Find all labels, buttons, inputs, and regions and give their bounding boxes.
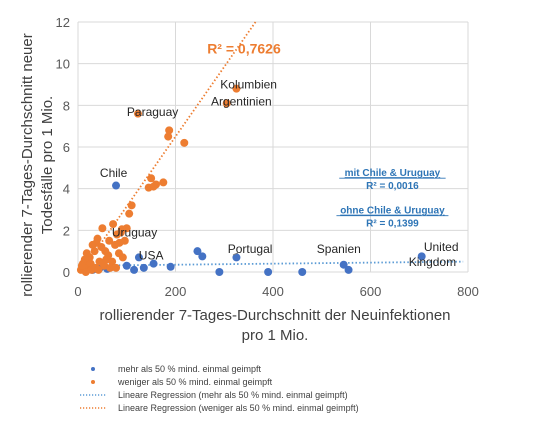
legend-label: Lineare Regression (mehr als 50 % mind. … (118, 390, 348, 400)
r2-blue-value: R² = 0,0016 (366, 181, 419, 192)
point-labels: Kolumbien Argentinien Paraguay Chile Uruguay… (100, 78, 459, 269)
point-orange (127, 201, 136, 210)
point-blue (344, 265, 353, 274)
point-blue (339, 260, 348, 269)
data-points (76, 84, 426, 276)
point-blue (139, 263, 148, 272)
point-blue (166, 262, 175, 271)
y-tick-label: 12 (56, 15, 70, 30)
point-orange (159, 178, 168, 187)
r2-blue-value: R² = 0,1399 (366, 219, 419, 230)
point-blue (232, 253, 241, 262)
point-orange (147, 174, 156, 183)
point-blue (198, 252, 207, 261)
point-blue (215, 268, 224, 276)
point-blue (417, 252, 426, 261)
y-tick-label: 4 (63, 182, 70, 197)
point-orange (109, 220, 118, 229)
legend: mehr als 50 % mind. einmal geimpft wenige… (80, 364, 359, 413)
r2-blue-heading: mit Chile & Uruguay (345, 168, 441, 179)
x-axis-title-line2: pro 1 Mio. (242, 327, 309, 344)
point-blue (130, 265, 139, 274)
point-orange (164, 132, 173, 141)
point-orange (105, 236, 114, 245)
point-orange (180, 138, 189, 147)
legend-label: mehr als 50 % mind. einmal geimpft (118, 364, 262, 374)
tick-labels: 0 2 4 6 8 10 12 0 200 400 600 800 (56, 15, 479, 299)
point-orange (82, 249, 91, 258)
legend-marker (91, 367, 95, 371)
point-label: Uruguay (112, 226, 157, 240)
legend-label: Lineare Regression (weniger als 50 % min… (118, 403, 359, 413)
point-orange (120, 236, 129, 245)
point-orange (133, 109, 142, 118)
label-connector (232, 252, 239, 256)
point-orange (232, 84, 241, 93)
axis-titles: rollierender 7-Tages-Durchschnitt der Ne… (19, 33, 451, 344)
point-label: Spanien (317, 242, 361, 256)
x-axis-title-line1: rollierender 7-Tages-Durchschnitt der Ne… (99, 307, 450, 324)
point-orange (165, 126, 174, 135)
point-label: United (424, 240, 459, 254)
point-orange (98, 224, 107, 233)
point-label: Kingdom (409, 255, 456, 269)
point-orange (106, 263, 115, 272)
point-blue (264, 268, 273, 276)
trendline-orange (80, 21, 257, 273)
point-label: Paraguay (127, 105, 178, 119)
r2-orange: R² = 0,7626 (207, 40, 281, 56)
y-tick-label: 0 (63, 265, 70, 280)
point-blue (112, 181, 121, 190)
point-label: Kolumbien (220, 78, 277, 92)
trendline-blue (77, 260, 464, 267)
point-orange (88, 240, 97, 249)
x-tick-label: 600 (360, 284, 382, 299)
point-orange (77, 261, 86, 270)
y-tick-label: 2 (63, 223, 70, 238)
point-orange (222, 99, 231, 108)
point-label: Portugal (228, 242, 273, 256)
point-orange (112, 263, 121, 272)
point-orange (102, 255, 111, 264)
y-tick-label: 10 (56, 57, 70, 72)
point-blue (122, 261, 131, 270)
x-tick-label: 200 (165, 284, 187, 299)
x-tick-label: 400 (262, 284, 284, 299)
gridlines (77, 21, 469, 273)
point-orange (125, 209, 134, 218)
point-label: Argentinien (211, 94, 272, 108)
point-orange (113, 230, 121, 239)
point-blue (134, 253, 143, 262)
y-axis-title-line2: Todesfälle pro 1 Mio. (39, 96, 56, 234)
y-tick-label: 6 (63, 140, 70, 155)
x-tick-label: 800 (457, 284, 479, 299)
point-label: USA (139, 249, 164, 263)
legend-marker (91, 380, 95, 384)
point-orange (111, 240, 120, 249)
point-blue (149, 259, 158, 268)
legend-label: weniger als 50 % mind. einmal geimpft (117, 377, 273, 387)
point-label: Chile (100, 166, 128, 180)
point-blue (193, 247, 202, 256)
r2-blue-heading: ohne Chile & Uruguay (340, 206, 445, 217)
r2-annotations: R² = 0,7626 mit Chile & Uruguay R² = 0,001… (207, 40, 449, 230)
point-orange (94, 265, 103, 274)
x-tick-label: 0 (74, 284, 81, 299)
point-orange (90, 247, 99, 256)
point-orange (118, 253, 127, 262)
y-tick-label: 8 (63, 98, 70, 113)
point-blue (298, 268, 307, 276)
point-orange (149, 182, 158, 191)
y-axis-title-line1: rollierender 7-Tages-Durchschnitt neuer (19, 33, 36, 296)
